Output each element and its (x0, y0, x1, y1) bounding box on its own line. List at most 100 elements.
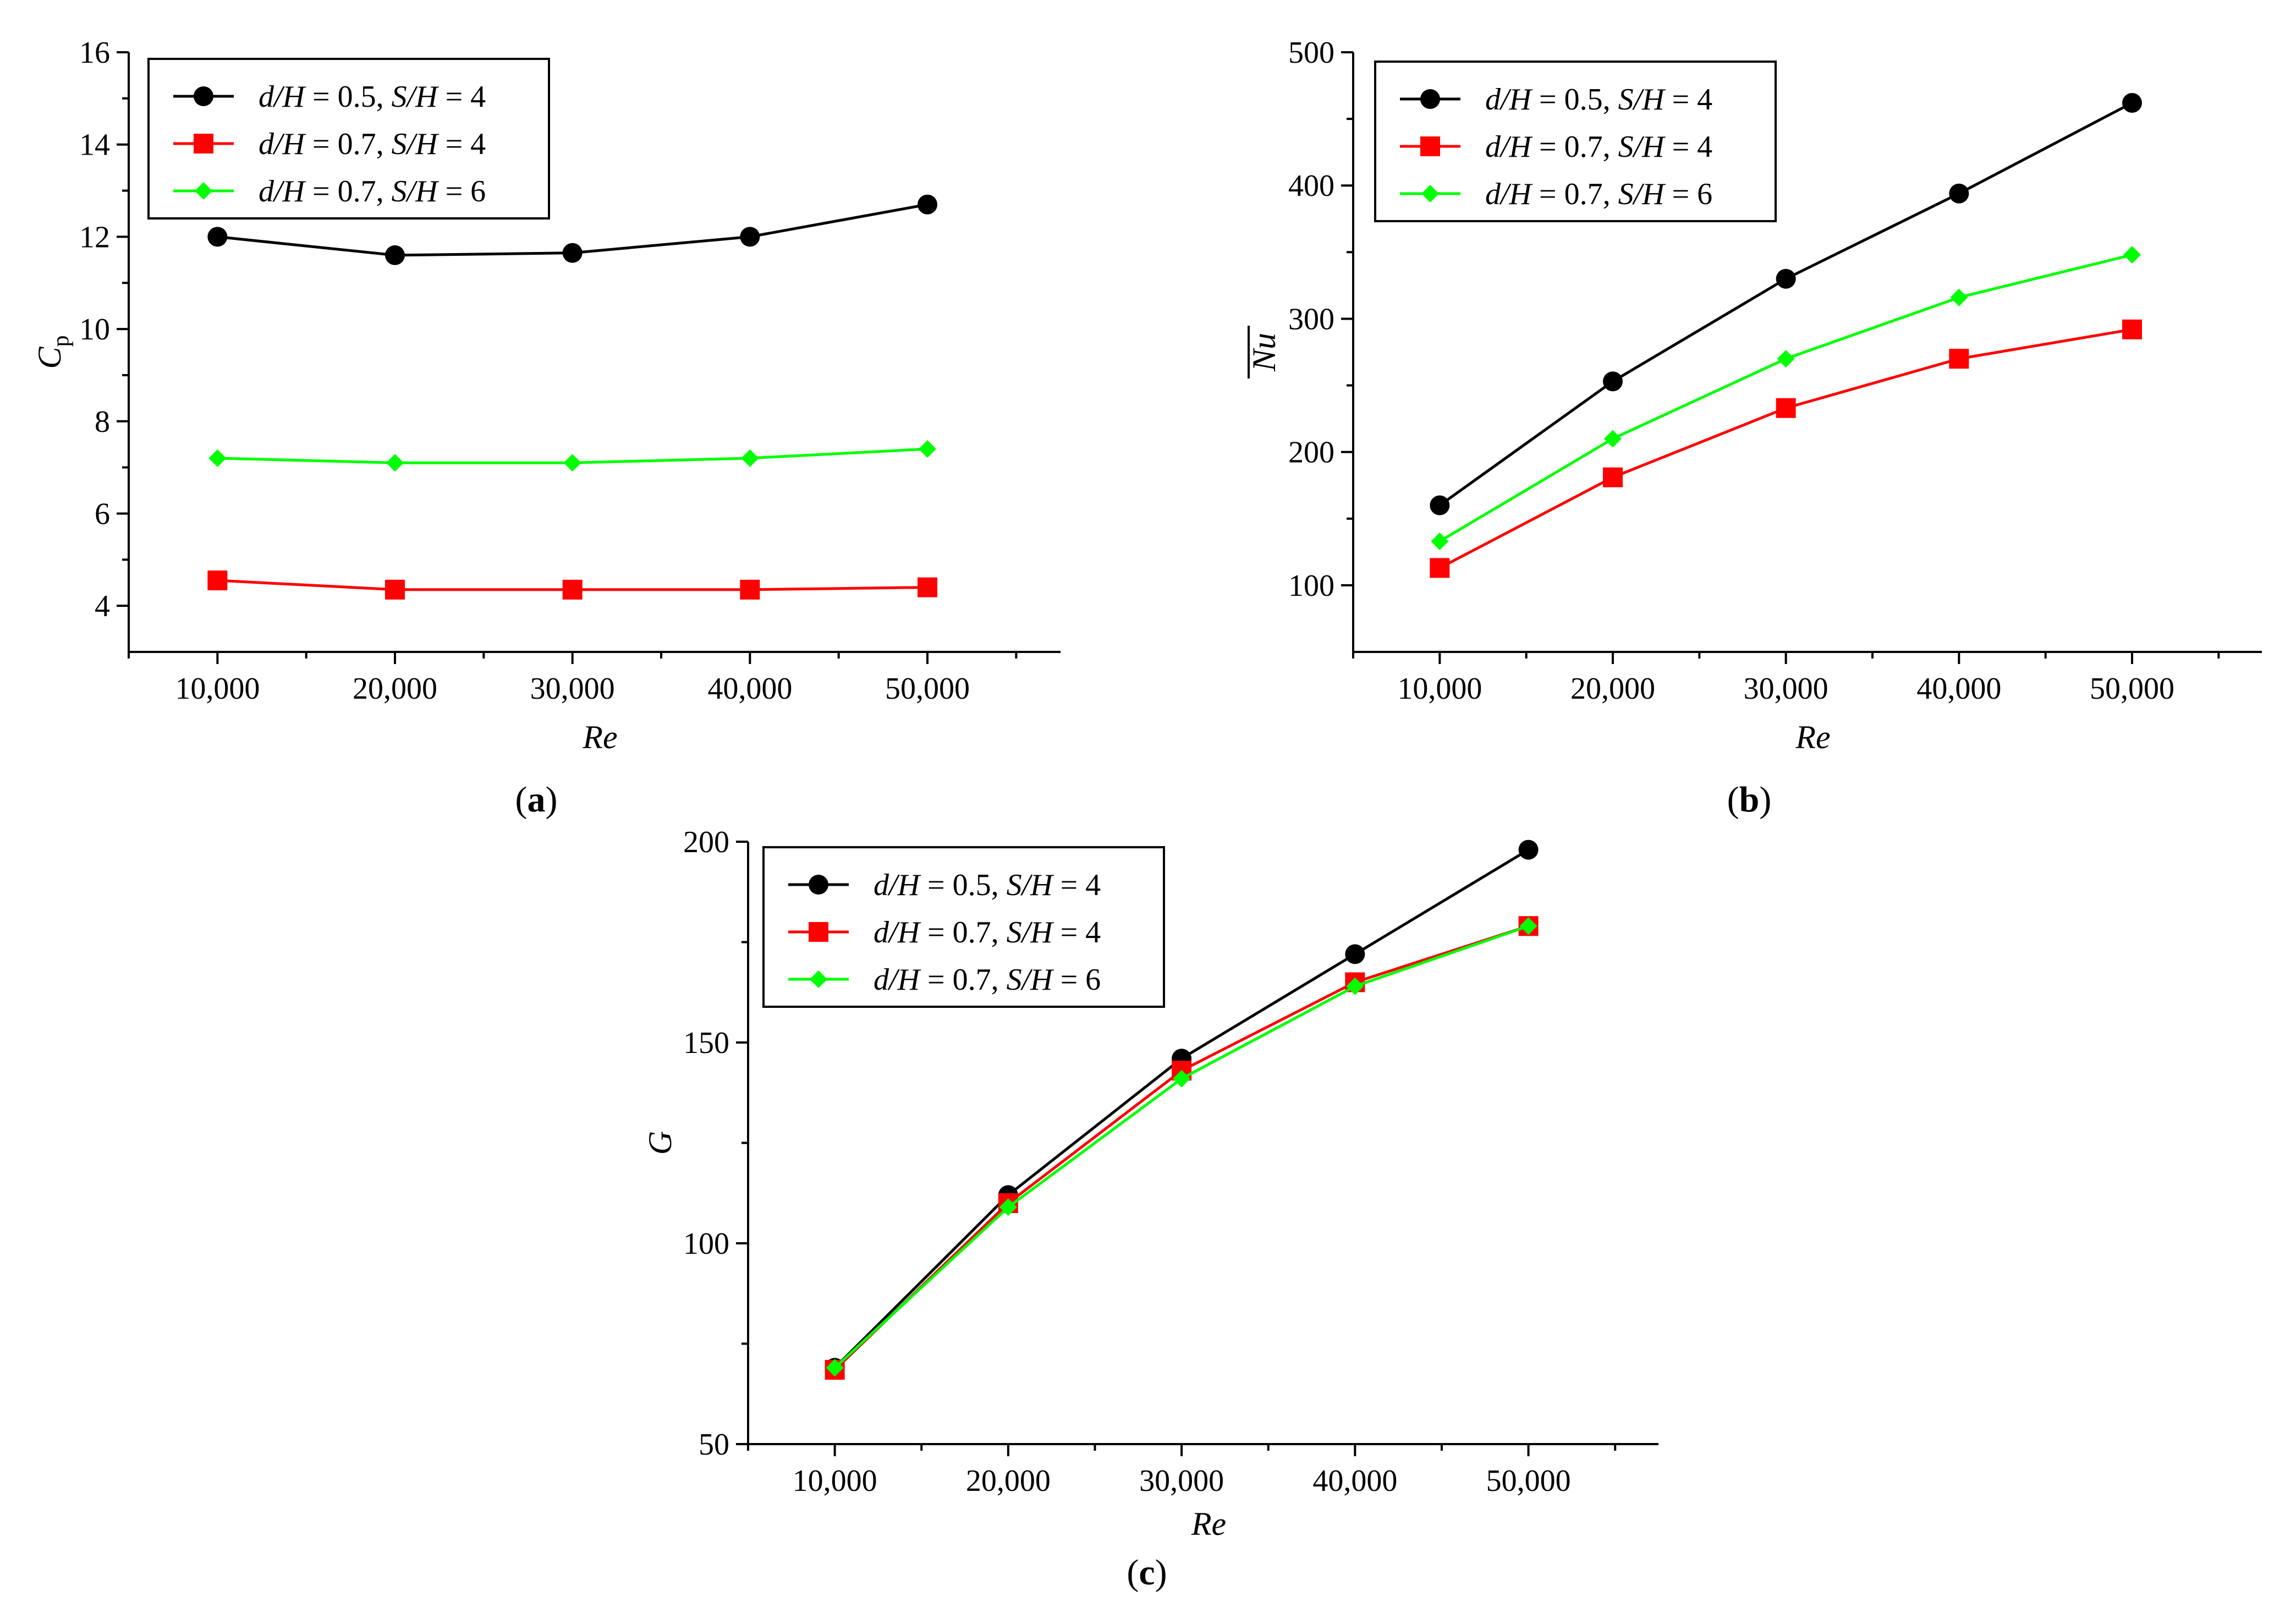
panel-label-letter: a (528, 780, 546, 820)
panel-label: (b) (1727, 780, 1772, 820)
data-point (2122, 93, 2142, 113)
panel-label-open: ( (515, 780, 528, 820)
data-point (741, 449, 759, 467)
legend-text-part: = 4 (1053, 915, 1101, 950)
series-2 (826, 917, 1537, 1377)
data-point (740, 579, 760, 600)
panel-label: (a) (515, 780, 558, 820)
legend-entry: d/H = 0.5, S/H = 4 (259, 80, 486, 114)
panel-label-close: ) (1759, 780, 1771, 820)
data-point (207, 570, 228, 591)
data-point (385, 579, 405, 600)
legend-entry: d/H = 0.5, S/H = 4 (1485, 83, 1712, 117)
legend-text-part: S/H (392, 127, 440, 161)
panel-label-open: ( (1727, 780, 1739, 820)
legend-text-part: d/H (874, 868, 921, 902)
y-tick-label: 10 (79, 312, 110, 347)
series-2 (1431, 246, 2141, 550)
y-tick-label: 100 (683, 1227, 729, 1261)
series-1 (1430, 319, 2142, 578)
x-axis-title: Re (1795, 719, 1830, 755)
data-point (1776, 268, 1796, 289)
data-point (562, 579, 583, 600)
legend-text-part: = 0.7, (1531, 130, 1618, 164)
y-tick-label: 400 (1288, 169, 1334, 203)
legend-entry: d/H = 0.7, S/H = 4 (874, 915, 1101, 950)
data-point (207, 227, 228, 247)
y-axis-title-sub: p (48, 335, 74, 347)
y-tick-label: 200 (683, 825, 729, 859)
legend-marker (194, 134, 213, 153)
legend: d/H = 0.5, S/H = 4d/H = 0.7, S/H = 4d/H … (762, 846, 1165, 1008)
legend-text-part: = 4 (1665, 83, 1713, 117)
y-tick-label: 100 (1288, 569, 1334, 603)
data-point (1430, 558, 1450, 578)
data-point (1519, 917, 1537, 935)
legend-text-part: d/H (1485, 177, 1533, 211)
data-point (918, 577, 937, 597)
y-axis-title-main: G (642, 1131, 678, 1155)
legend-text-part: S/H (1007, 915, 1054, 950)
legend-text-part: S/H (1618, 83, 1666, 117)
panel-label-close: ) (546, 780, 558, 820)
legend-text-part: = 4 (1665, 130, 1713, 164)
legend-text-part: S/H (1007, 963, 1054, 997)
x-tick-label: 50,000 (1486, 1464, 1571, 1498)
y-axis-title-main: C (31, 347, 68, 369)
y-tick-label: 200 (1288, 436, 1334, 470)
data-point (1604, 430, 1622, 448)
legend-entry: d/H = 0.7, S/H = 6 (259, 174, 486, 209)
data-point (1431, 532, 1449, 550)
data-point (919, 440, 936, 458)
legend-text-part: = 0.5, (1531, 83, 1618, 117)
chart-a: 4 6 8 10 12 14 16 10,000 20,000 30,000 40,000 50,00… (31, 36, 1061, 820)
data-point (1776, 398, 1796, 418)
legend-text-part: d/H (259, 174, 306, 209)
legend-text-part: = 4 (438, 127, 486, 161)
y-axis-title: G (642, 1131, 678, 1155)
data-point (1603, 467, 1623, 487)
x-tick-label: 10,000 (793, 1464, 877, 1498)
legend-text-part: = 0.7, (1531, 177, 1618, 211)
data-point (386, 454, 404, 472)
data-point (1345, 944, 1365, 964)
legend-text-part: d/H (1485, 83, 1533, 117)
y-tick-label: 300 (1288, 302, 1334, 336)
legend-marker (1420, 136, 1440, 156)
y-axis-title: Nu (1246, 333, 1282, 372)
series-0 (207, 194, 937, 265)
y-axis-title: Cp (31, 335, 74, 369)
y-tick-label: 150 (683, 1026, 729, 1060)
legend-text-part: d/H (259, 80, 306, 114)
y-tick-label: 4 (95, 589, 110, 623)
y-tick-label: 14 (79, 128, 110, 162)
series-0 (1430, 93, 2142, 515)
series-2 (208, 440, 936, 472)
legend-text-part: = 6 (1665, 177, 1713, 211)
data-point (563, 454, 581, 472)
legend-text-part: = 0.7, (920, 963, 1007, 997)
legend-text-part: = 0.7, (920, 915, 1007, 950)
x-tick-label: 20,000 (966, 1464, 1051, 1498)
data-point (918, 194, 937, 215)
legend-text-part: = 0.7, (305, 174, 392, 209)
y-tick-label: 16 (79, 36, 110, 70)
legend-text-part: S/H (1007, 868, 1054, 902)
legend-marker (809, 875, 828, 895)
legend-text-part: = 4 (1053, 868, 1101, 902)
data-point (2123, 246, 2141, 264)
legend-entry: d/H = 0.5, S/H = 4 (874, 868, 1101, 902)
data-point (208, 449, 227, 467)
data-point (385, 245, 405, 265)
x-tick-label: 20,000 (1570, 672, 1655, 706)
y-tick-label: 6 (95, 497, 110, 531)
panel-label-close: ) (1155, 1552, 1167, 1593)
legend-text-part: = 6 (1053, 963, 1101, 997)
legend-text-part: S/H (392, 80, 440, 114)
data-point (1949, 183, 1969, 204)
legend-text-part: S/H (1618, 130, 1666, 164)
chart-c: 50 100 150 200 10,000 20,000 30,000 40,000 50,00… (642, 825, 1658, 1593)
chart-b: 100 200 300 400 500 10,000 20,000 30,000 40,000 5… (1246, 36, 2262, 820)
legend-marker (809, 922, 828, 942)
